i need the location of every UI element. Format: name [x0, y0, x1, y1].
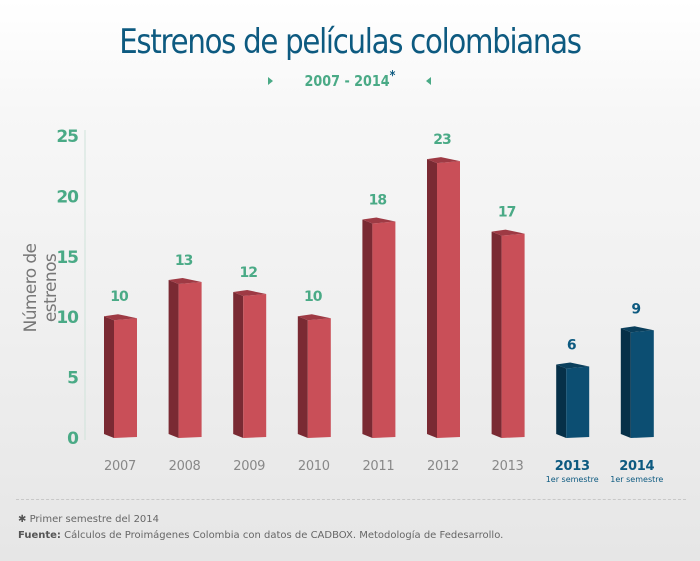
x-tick-label: 2014	[619, 459, 654, 474]
x-tick-sublabel: 1er semestre	[546, 475, 599, 484]
data-label: 10	[304, 289, 323, 305]
bar-top-face	[427, 157, 460, 164]
x-tick-sublabel: 1er semestre	[610, 475, 663, 484]
bar-front-face	[178, 281, 202, 438]
source-label: Fuente:	[18, 530, 61, 541]
bar-side-face	[556, 364, 567, 438]
bar	[362, 217, 396, 438]
x-tick-label: 2010	[298, 459, 330, 474]
source-text: Cálculos de Proimágenes Colombia con dat…	[64, 530, 504, 541]
bar	[556, 362, 590, 438]
data-label: 10	[110, 289, 129, 305]
y-tick-label: 20	[56, 187, 79, 207]
asterisk-icon: ✱	[18, 514, 27, 525]
y-tick-label: 25	[56, 127, 78, 147]
subtitle-asterisk: *	[389, 69, 396, 84]
x-tick-label: 2011	[362, 459, 394, 474]
bar-top-face	[620, 326, 654, 333]
bar-top-face	[362, 217, 396, 224]
y-tick-label: 10	[56, 308, 79, 328]
bar-top-face	[491, 229, 525, 236]
bar-top-face	[168, 277, 202, 284]
triangle-right-icon	[268, 77, 273, 85]
bar-top-face	[233, 290, 267, 297]
bar-front-face	[243, 294, 267, 438]
chart-title: Estrenos de películas colombianas	[119, 22, 582, 62]
x-tick-label: 2007	[104, 459, 136, 474]
subtitle-range: 2007 - 2014	[304, 72, 390, 90]
bar-side-face	[233, 292, 244, 438]
footnote: ✱ Primer semestre del 2014	[18, 514, 159, 525]
footer-divider	[16, 499, 686, 500]
y-tick-label: 5	[67, 369, 78, 389]
data-label: 23	[433, 132, 451, 148]
bar	[104, 314, 137, 438]
data-label: 9	[631, 301, 640, 317]
bar-front-face	[114, 318, 137, 438]
x-tick-label: 2008	[169, 459, 201, 474]
y-tick-label: 0	[67, 429, 79, 449]
bar-front-face	[307, 318, 331, 438]
bar	[297, 314, 331, 438]
bar-side-face	[427, 159, 437, 438]
data-label: 6	[567, 338, 576, 354]
chart-subtitle: 2007 - 2014*	[53, 69, 648, 90]
bar-side-face	[620, 328, 631, 438]
data-label: 12	[239, 265, 257, 281]
bar-front-face	[566, 366, 590, 438]
data-label: 18	[369, 193, 387, 209]
triangle-left-icon	[426, 77, 431, 85]
x-tick-label: 2009	[233, 459, 265, 474]
bar-top-face	[297, 314, 331, 321]
y-tick-label: 15	[56, 248, 78, 268]
x-tick-label: 2012	[427, 459, 459, 474]
bar-front-face	[501, 233, 525, 438]
bar-side-face	[297, 316, 308, 438]
data-label: 17	[498, 205, 516, 221]
bar-side-face	[168, 279, 179, 438]
bar	[233, 290, 267, 438]
bar	[620, 326, 654, 438]
x-tick-label: 2013	[555, 459, 590, 474]
bar-front-face	[630, 330, 654, 438]
bar-side-face	[104, 316, 114, 438]
bar-top-face	[556, 362, 590, 369]
bar	[427, 157, 460, 438]
bar	[491, 229, 525, 438]
bar-front-face	[437, 161, 460, 438]
bar-top-face	[104, 314, 137, 321]
x-tick-label: 2013	[492, 459, 524, 474]
bar-side-face	[491, 231, 502, 438]
bar	[168, 277, 202, 438]
bar-side-face	[362, 219, 373, 438]
source-note: Fuente: Cálculos de Proimágenes Colombia…	[18, 530, 503, 541]
bar-front-face	[372, 221, 396, 438]
footnote-text: Primer semestre del 2014	[29, 514, 160, 525]
data-label: 13	[175, 253, 193, 269]
